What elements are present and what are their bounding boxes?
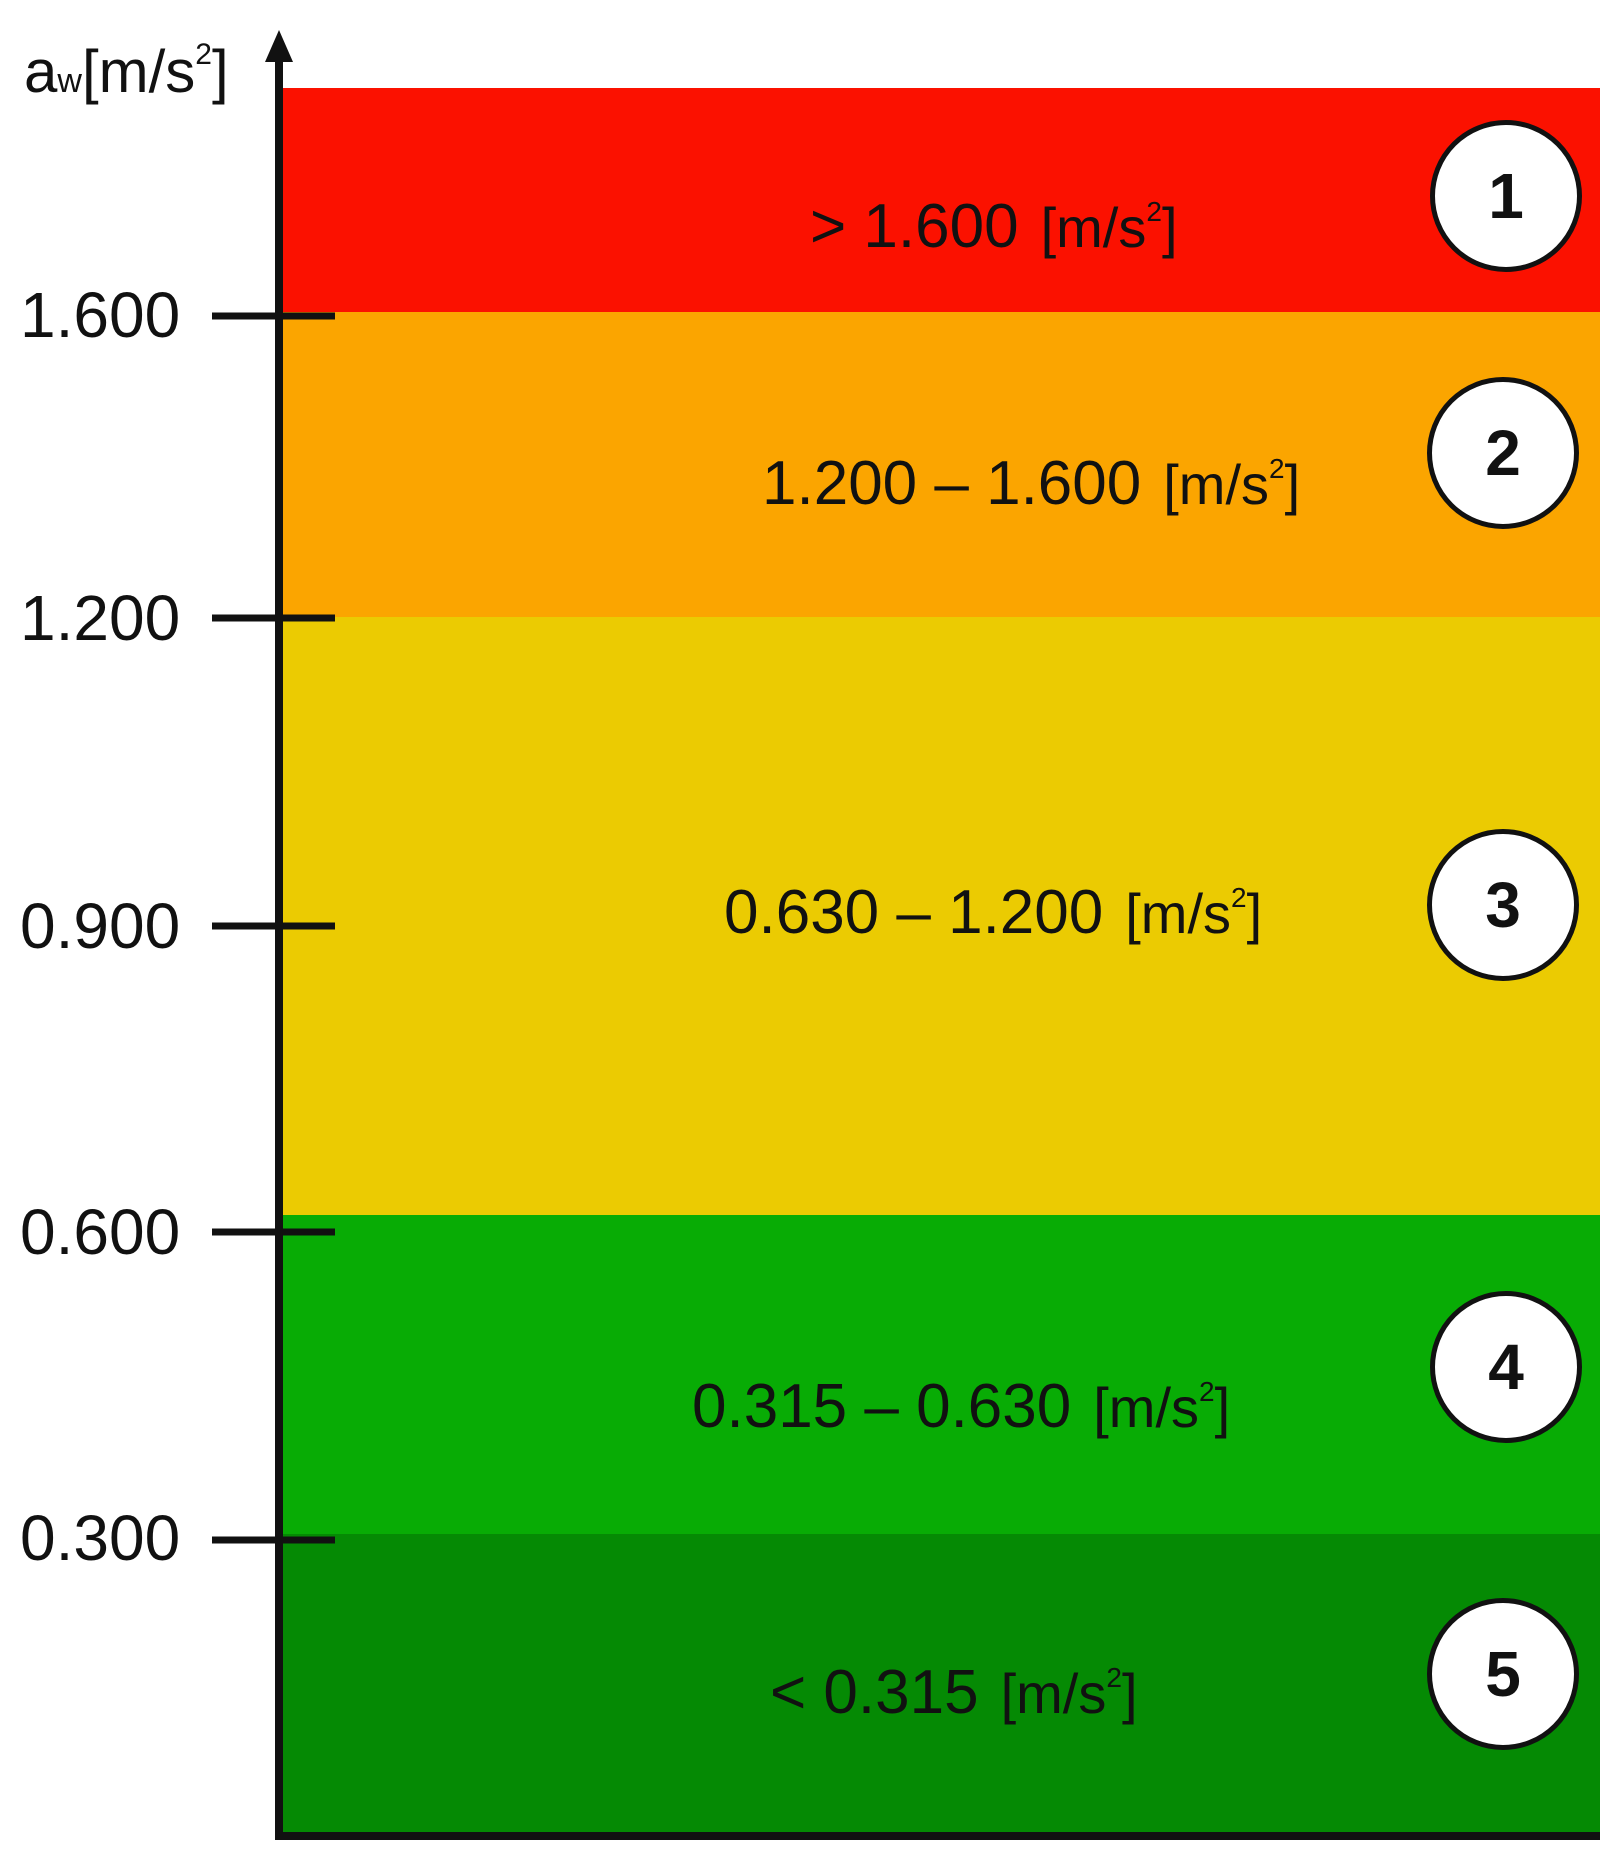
band-number-badge-1: 1 bbox=[1430, 120, 1582, 272]
band-label-1: > 1.600 [m/s2] bbox=[810, 196, 1178, 258]
y-axis-title-unit: [m/s bbox=[81, 38, 196, 105]
y-tick-label-0900: 0.900 bbox=[20, 890, 181, 962]
band-range-2: 1.200 – 1.600 bbox=[762, 449, 1142, 518]
band-label-5: < 0.315 [m/s2] bbox=[770, 1662, 1138, 1724]
y-axis-title-subscript: w bbox=[57, 62, 82, 100]
band-range-1: > 1.600 bbox=[810, 192, 1019, 261]
band-unit-close-4: ] bbox=[1214, 1376, 1231, 1439]
band-unit-close-1: ] bbox=[1161, 196, 1178, 259]
band-rect-4 bbox=[280, 1215, 1600, 1534]
y-tick-label-0300: 0.300 bbox=[20, 1502, 181, 1574]
band-label-4: 0.315 – 0.630 [m/s2] bbox=[692, 1376, 1230, 1438]
band-unit-2: [m/s2] bbox=[1163, 453, 1300, 516]
band-unit-exponent-5: 2 bbox=[1106, 1662, 1122, 1693]
y-axis-arrowhead bbox=[265, 30, 293, 62]
band-unit-3: [m/s2] bbox=[1125, 882, 1262, 945]
band-unit-close-3: ] bbox=[1246, 882, 1263, 945]
band-unit-close-2: ] bbox=[1284, 453, 1301, 516]
band-rect-5 bbox=[280, 1534, 1600, 1835]
band-unit-1: [m/s2] bbox=[1041, 196, 1178, 259]
band-number-badge-2: 2 bbox=[1427, 377, 1579, 529]
band-unit-text-5: [m/s bbox=[1000, 1662, 1107, 1725]
band-number-badge-5: 5 bbox=[1427, 1598, 1579, 1750]
band-unit-text-2: [m/s bbox=[1163, 453, 1270, 516]
band-unit-4: [m/s2] bbox=[1093, 1376, 1230, 1439]
y-axis-title-symbol: a bbox=[24, 38, 58, 105]
y-tick-label-0600: 0.600 bbox=[20, 1196, 181, 1268]
band-range-3: 0.630 – 1.200 bbox=[724, 878, 1104, 947]
y-axis-title-unit-exponent: 2 bbox=[195, 38, 212, 71]
band-rect-2 bbox=[280, 312, 1600, 617]
band-unit-text-1: [m/s bbox=[1040, 196, 1147, 259]
band-unit-exponent-1: 2 bbox=[1146, 196, 1162, 227]
band-range-5: < 0.315 bbox=[770, 1658, 979, 1727]
y-tick-label-1200: 1.200 bbox=[20, 582, 181, 654]
y-axis-title-unit-close: ] bbox=[211, 38, 229, 105]
band-number-badge-3: 3 bbox=[1427, 829, 1579, 981]
band-unit-text-4: [m/s bbox=[1093, 1376, 1200, 1439]
band-unit-text-3: [m/s bbox=[1125, 882, 1232, 945]
band-unit-5: [m/s2] bbox=[1001, 1662, 1138, 1725]
band-range-4: 0.315 – 0.630 bbox=[692, 1372, 1072, 1441]
band-unit-exponent-4: 2 bbox=[1199, 1376, 1215, 1407]
band-unit-close-5: ] bbox=[1121, 1662, 1138, 1725]
y-axis-title: aw[m/s2] bbox=[24, 40, 229, 102]
band-unit-exponent-3: 2 bbox=[1231, 882, 1247, 913]
band-label-2: 1.200 – 1.600 [m/s2] bbox=[762, 453, 1300, 515]
band-number-badge-4: 4 bbox=[1430, 1291, 1582, 1443]
band-label-3: 0.630 – 1.200 [m/s2] bbox=[724, 882, 1262, 944]
y-tick-label-1600: 1.600 bbox=[20, 279, 181, 351]
band-rect-3 bbox=[280, 617, 1600, 1215]
band-rect-1 bbox=[280, 88, 1600, 312]
band-unit-exponent-2: 2 bbox=[1269, 453, 1285, 484]
